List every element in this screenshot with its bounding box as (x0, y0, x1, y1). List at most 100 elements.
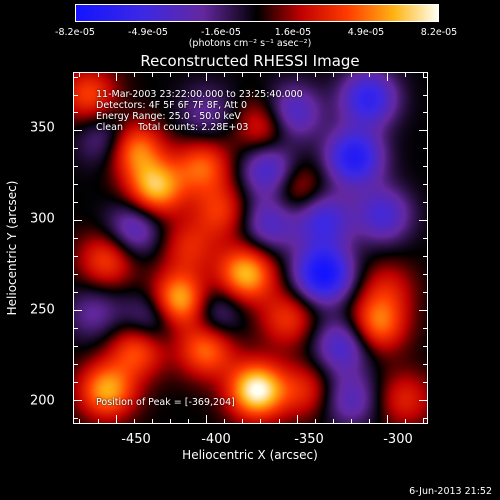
axis-tick (74, 220, 82, 222)
axis-tick (74, 327, 78, 329)
axis-tick (74, 94, 78, 96)
x-tick-label: -450 (121, 432, 151, 447)
axis-tick (419, 309, 427, 311)
axis-tick (74, 202, 78, 204)
axis-tick (74, 256, 78, 258)
axis-tick (387, 415, 389, 423)
axis-tick (423, 363, 427, 365)
x-axis-title: Heliocentric X (arcsec) (182, 448, 318, 462)
axis-tick (74, 381, 78, 383)
y-tick-label: 350 (30, 120, 55, 136)
axis-tick (423, 327, 427, 329)
axis-tick (405, 419, 407, 423)
axis-tick (74, 148, 78, 150)
axis-tick (74, 238, 78, 240)
axis-tick (224, 419, 226, 423)
axis-tick (188, 73, 190, 77)
x-tick-label: -350 (294, 432, 324, 447)
axis-tick (423, 112, 427, 114)
axis-tick (133, 73, 135, 77)
axis-tick (260, 419, 262, 423)
axis-tick (74, 309, 82, 311)
axis-tick (423, 256, 427, 258)
axis-tick (369, 73, 371, 77)
annotation-peak: Position of Peak = [-369,204] (96, 397, 235, 408)
annotation-time: 11-Mar-2003 23:22:00.000 to 23:25:40.000 (96, 89, 303, 100)
plot-area: 11-Mar-2003 23:22:00.000 to 23:25:40.000… (73, 72, 428, 424)
axis-tick (97, 419, 99, 423)
axis-tick (242, 73, 244, 77)
y-tick-label: 200 (30, 393, 55, 409)
colorbar (75, 4, 439, 22)
axis-tick (350, 73, 352, 77)
axis-tick (332, 73, 334, 77)
axis-tick (405, 73, 407, 77)
plot-title: Reconstructed RHESSI Image (140, 52, 360, 70)
axis-tick (74, 112, 78, 114)
axis-tick (423, 417, 427, 419)
axis-tick (423, 202, 427, 204)
axis-tick (314, 419, 316, 423)
axis-tick (332, 419, 334, 423)
axis-tick (423, 76, 427, 78)
annotation-energy: Energy Range: 25.0 - 50.0 keV (96, 111, 241, 122)
axis-tick (260, 73, 262, 77)
colorbar-tick-label: 8.2e-05 (420, 27, 458, 38)
axis-tick (74, 345, 78, 347)
annotation-detectors: Detectors: 4F 5F 6F 7F 8F, Att 0 (96, 100, 248, 111)
axis-tick (206, 73, 208, 81)
axis-tick (206, 415, 208, 423)
axis-tick (423, 419, 425, 423)
axis-tick (133, 419, 135, 423)
axis-tick (278, 73, 280, 77)
axis-tick (169, 73, 171, 77)
axis-tick (79, 419, 81, 423)
axis-tick (188, 419, 190, 423)
axis-tick (419, 130, 427, 132)
axis-tick (97, 73, 99, 77)
axis-tick (115, 73, 117, 81)
axis-tick (350, 419, 352, 423)
axis-tick (423, 291, 427, 293)
axis-tick (151, 73, 153, 77)
axis-tick (423, 73, 425, 77)
axis-tick (115, 415, 117, 423)
axis-tick (314, 73, 316, 77)
axis-tick (296, 415, 298, 423)
axis-tick (74, 130, 82, 132)
axis-tick (74, 184, 78, 186)
axis-tick (423, 381, 427, 383)
axis-tick (423, 238, 427, 240)
axis-tick (369, 419, 371, 423)
colorbar-tick-label: -4.9e-05 (128, 27, 168, 38)
axis-tick (278, 419, 280, 423)
axis-tick (296, 73, 298, 81)
axis-tick (423, 345, 427, 347)
colorbar-tick-label: 4.9e-05 (347, 27, 385, 38)
x-tick-label: -300 (383, 432, 413, 447)
annotation-clean: Clean Total counts: 2.28E+03 (96, 122, 249, 133)
axis-tick (423, 166, 427, 168)
axis-tick (423, 148, 427, 150)
axis-tick (224, 73, 226, 77)
y-axis-title: Heliocentric Y (arcsec) (5, 180, 19, 316)
axis-tick (387, 73, 389, 81)
axis-tick (74, 399, 82, 401)
axis-tick (419, 220, 427, 222)
axis-tick (79, 73, 81, 77)
colorbar-tick-label: -1.6e-05 (201, 27, 241, 38)
axis-tick (242, 419, 244, 423)
x-tick-label: -400 (201, 432, 231, 447)
axis-tick (419, 399, 427, 401)
axis-tick (74, 291, 78, 293)
axis-tick (74, 274, 78, 276)
colorbar-units: (photons cm⁻² s⁻¹ asec⁻²) (188, 38, 312, 49)
axis-tick (169, 419, 171, 423)
axis-tick (423, 94, 427, 96)
colorbar-tick-label: -8.2e-05 (55, 27, 95, 38)
axis-tick (74, 166, 78, 168)
axis-tick (74, 76, 78, 78)
axis-tick (423, 274, 427, 276)
axis-tick (423, 184, 427, 186)
y-tick-label: 250 (30, 302, 55, 318)
